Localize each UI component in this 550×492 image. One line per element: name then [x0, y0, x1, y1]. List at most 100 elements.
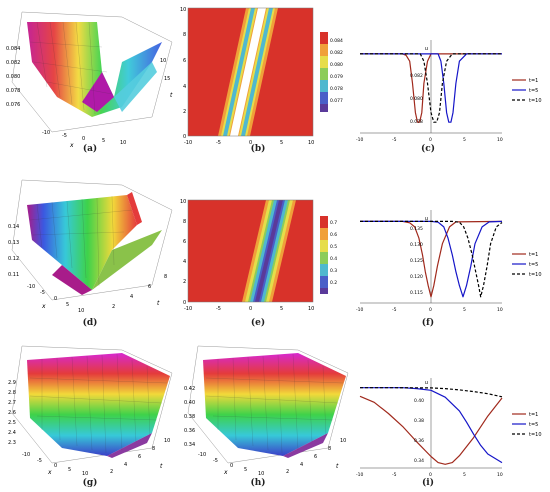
- x-tick-g-4: 10: [82, 471, 88, 477]
- legend-tick-b-1: 0.082: [330, 50, 343, 56]
- y-tick-i-3: 0.34: [414, 458, 424, 464]
- x-tick-b-3: 5: [280, 140, 283, 146]
- y-tick-g-3: 8: [152, 446, 155, 452]
- z-tick-d-1: 0.13: [8, 240, 19, 246]
- y-tick-h-0: 2: [286, 469, 289, 475]
- y-tick-b-1: 8: [183, 32, 186, 38]
- legend-tick-e-0: 0.7: [330, 220, 337, 226]
- z-tick-g-5: 2.4: [8, 430, 16, 436]
- legend-tick-b-0: 0.084: [330, 38, 343, 44]
- axis-u-c: u: [425, 46, 428, 52]
- z-tick-a-3: 0.078: [6, 88, 20, 94]
- z-tick-a-2: 0.080: [6, 74, 20, 80]
- z-tick-a-4: 0.076: [6, 102, 20, 108]
- y-tick-e-5: 0: [183, 300, 186, 306]
- legend-label-i-2: t=10: [529, 432, 542, 438]
- y-tick-f-1: 0.130: [410, 242, 423, 248]
- legend-label-f-0: t=1: [529, 252, 538, 258]
- x-tick-h-3: 5: [244, 467, 247, 473]
- y-tick-c-0: 0.082: [410, 73, 423, 79]
- legend-label-f-1: t=5: [529, 262, 538, 268]
- z-tick-g-0: 2.9: [8, 380, 16, 386]
- z-tick-a-1: 0.082: [6, 60, 20, 66]
- series-line-t-5: [360, 220, 503, 298]
- y-tick-b-5: 0: [183, 134, 186, 140]
- series-line-t-5: [360, 53, 502, 123]
- legend-tick-e-3: 0.4: [330, 256, 337, 262]
- x-tick-e-4: 10: [308, 306, 314, 312]
- y-tick-c-1: 0.080: [410, 96, 423, 102]
- caption-i: (i): [422, 478, 434, 488]
- x-tick-i-4: 10: [497, 472, 503, 478]
- line-chart-c: u 0.082 0.080 0.078 -10 -5 0 5 10 t=1 t=…: [356, 40, 542, 143]
- z-tick-h-1: 0.40: [184, 400, 195, 406]
- z-tick-d-3: 0.11: [8, 272, 19, 278]
- z-tick-d-0: 0.14: [8, 224, 19, 230]
- caption-b: (b): [250, 144, 266, 154]
- y-tick-b-3: 4: [183, 84, 186, 90]
- x-tick-a-4: 10: [120, 140, 126, 146]
- x-tick-b-2: 0: [249, 140, 252, 146]
- y-tick-h-2: 6: [314, 454, 317, 460]
- y-tick-e-0: 10: [180, 199, 186, 205]
- axis-x-h: x: [223, 469, 228, 476]
- x-tick-d-0: -10: [27, 284, 35, 290]
- surface-plot-d: 0.14 0.13 0.12 0.11 -10 -5 0 5 10 2 4 6 …: [8, 179, 173, 314]
- surface-plot-g: 2.9 2.8 2.7 2.6 2.5 2.4 2.3 -10 -5 0 5 1…: [8, 345, 173, 477]
- y-tick-b-0: 10: [180, 7, 186, 13]
- legend-tick-b-5: 0.077: [330, 98, 343, 104]
- y-tick-e-3: 4: [183, 259, 186, 265]
- y-tick-d-3: 8: [164, 274, 167, 280]
- caption-f: (f): [421, 318, 435, 328]
- y-tick-g-1: 4: [124, 462, 127, 468]
- x-tick-a-1: -5: [62, 133, 67, 139]
- x-tick-f-3: 5: [463, 307, 466, 313]
- legend-tick-e-4: 0.3: [330, 268, 337, 274]
- x-tick-g-2: 0: [54, 463, 57, 469]
- x-tick-g-0: -10: [22, 452, 30, 458]
- x-tick-c-2: 0: [429, 137, 432, 143]
- axis-t-h: t: [336, 463, 339, 470]
- axis-x-a: x: [69, 142, 74, 149]
- y-tick-e-1: 8: [183, 219, 186, 225]
- axis-x-d: x: [41, 303, 46, 310]
- caption-d: (d): [82, 318, 98, 328]
- z-tick-h-0: 0.42: [184, 386, 195, 392]
- axis-u-f: u: [425, 216, 428, 222]
- caption-h: (h): [250, 478, 266, 488]
- x-tick-i-1: -5: [392, 472, 397, 478]
- y-tick-a-0: 10: [160, 58, 166, 64]
- axis-t-g: t: [160, 463, 163, 470]
- z-tick-d-2: 0.12: [8, 256, 19, 262]
- caption-e: (e): [250, 318, 266, 328]
- y-tick-e-4: 2: [183, 279, 186, 285]
- x-tick-f-2: 0: [429, 307, 432, 313]
- y-tick-d-0: 2: [112, 304, 115, 310]
- z-tick-g-6: 2.3: [8, 440, 16, 446]
- series-line-t-10: [360, 220, 503, 298]
- z-tick-g-3: 2.6: [8, 410, 16, 416]
- axis-x-g: x: [47, 469, 52, 476]
- y-tick-h-3: 8: [328, 446, 331, 452]
- x-tick-a-2: 0: [82, 136, 85, 142]
- colorbar-e: [320, 216, 328, 294]
- series-line-t-1: [360, 53, 502, 123]
- y-tick-i-1: 0.38: [414, 418, 424, 424]
- y-tick-h-4: 10: [340, 438, 346, 444]
- density-plot-e: 10 8 6 4 2 0 -10 -5 0 5 10 0.7 0.6 0.5 0…: [180, 199, 337, 312]
- y-tick-g-4: 10: [164, 438, 170, 444]
- y-tick-c-2: 0.078: [410, 119, 423, 125]
- y-tick-f-4: 0.115: [410, 290, 423, 296]
- x-tick-a-0: -10: [42, 130, 50, 136]
- x-tick-f-0: -10: [356, 307, 363, 313]
- line-chart-i: u 0.40 0.38 0.36 0.34 -10 -5 0 5 10 t=1 …: [356, 378, 542, 478]
- legend-label-c-2: t=10: [529, 98, 542, 104]
- y-tick-g-2: 6: [138, 454, 141, 460]
- x-tick-c-1: -5: [392, 137, 397, 143]
- line-chart-f: u 0.135 0.130 0.125 0.120 0.115 -10 -5 0…: [356, 210, 542, 313]
- z-tick-h-4: 0.34: [184, 442, 195, 448]
- x-tick-h-0: -10: [198, 452, 206, 458]
- x-tick-c-0: -10: [356, 137, 363, 143]
- x-tick-c-4: 10: [497, 137, 503, 143]
- x-tick-e-1: -5: [216, 306, 221, 312]
